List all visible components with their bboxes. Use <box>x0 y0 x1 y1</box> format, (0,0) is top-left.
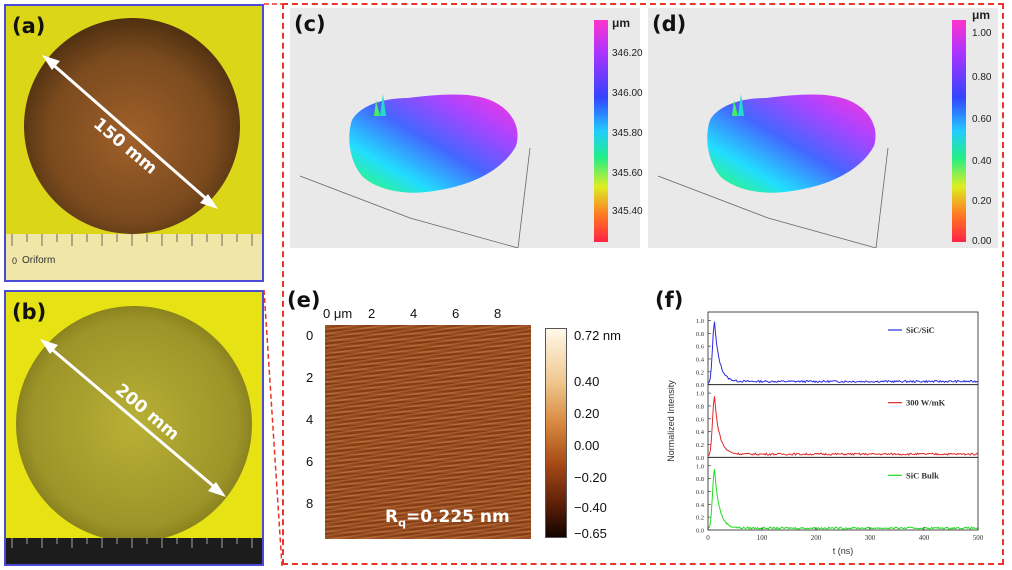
dimension-arrow-200 <box>40 339 226 497</box>
dimension-arrow-150 <box>42 55 218 209</box>
afm-y-tick: 0 <box>306 328 314 343</box>
subplot-frame <box>707 384 979 458</box>
colorbar-e-tick: 0.40 <box>574 374 600 389</box>
colorbar-d-tick: 0.40 <box>972 156 992 167</box>
y-tick-label: 1.0 <box>696 318 704 325</box>
colorbar-d-tick: 1.00 <box>972 28 992 39</box>
series-line <box>707 321 979 384</box>
x-axis-label: t (ns) <box>833 546 854 556</box>
colorbar-e-tick: 0.00 <box>574 438 600 453</box>
y-tick-label: 0.8 <box>696 331 704 338</box>
x-tick-label: 100 <box>757 534 768 542</box>
y-tick-label: 0.6 <box>696 489 705 496</box>
y-tick-label: 0.0 <box>696 455 704 462</box>
y-tick-label: 0.0 <box>696 382 704 389</box>
colorbar-c-tick: 345.80 <box>612 128 643 139</box>
y-axis-label: Normalized Intensity <box>666 380 676 462</box>
series-line <box>707 468 979 530</box>
colorbar-c-unit: μm <box>612 16 631 30</box>
colorbar-d-unit: μm <box>972 8 991 22</box>
surface-3d-plot-c <box>299 94 531 248</box>
colorbar-c <box>594 20 608 242</box>
x-tick-label: 200 <box>811 534 822 542</box>
colorbar-e-tick: −0.65 <box>574 526 607 541</box>
colorbar-c-tick: 346.20 <box>612 48 643 59</box>
afm-x-tick: 2 <box>368 306 376 321</box>
ruler-brand: Oriform <box>22 255 56 266</box>
y-tick-label: 0.8 <box>696 403 704 410</box>
legend-label: 300 W/mK <box>906 398 946 408</box>
y-tick-label: 0.6 <box>696 416 705 423</box>
afm-image: Rq=0.225 nm <box>325 325 531 539</box>
colorbar-d-tick: 0.60 <box>972 114 992 125</box>
x-tick-label: 500 <box>973 534 984 542</box>
panel-label-d: (d) <box>652 12 687 36</box>
colorbar-d <box>952 20 966 242</box>
afm-x-tick: 0 μm <box>323 306 353 321</box>
roughness-symbol: R <box>385 507 399 527</box>
y-tick-label: 0.8 <box>696 476 704 483</box>
colorbar-e-tick: 0.20 <box>574 406 600 421</box>
y-tick-label: 0.0 <box>696 528 704 535</box>
wafer-photo-150mm: (a) 150 mm 0 Oriform <box>4 4 264 282</box>
y-tick-label: 0.2 <box>696 515 704 522</box>
panel-label-b: (b) <box>12 300 47 324</box>
wafer-photo-200mm: (b) 200 mm <box>4 290 264 566</box>
y-tick-label: 0.2 <box>696 442 704 449</box>
colorbar-d-tick: 0.80 <box>972 72 992 83</box>
subplot-frame <box>707 456 979 531</box>
series-line <box>707 396 979 457</box>
roughness-subscript: q <box>398 516 406 530</box>
afm-x-tick: 8 <box>494 306 502 321</box>
y-tick-label: 0.4 <box>696 502 705 509</box>
afm-y-tick: 4 <box>306 412 314 427</box>
y-tick-label: 0.4 <box>696 356 705 363</box>
afm-y-tick: 6 <box>306 454 314 469</box>
colorbar-e-tick: −0.40 <box>574 500 607 515</box>
panel-label-c: (c) <box>294 12 326 36</box>
colorbar-e-tick: 0.72 nm <box>574 328 621 343</box>
panel-label-e: (e) <box>287 288 321 312</box>
y-tick-label: 1.0 <box>696 391 704 398</box>
colorbar-c-tick: 345.40 <box>612 206 643 217</box>
afm-y-tick: 2 <box>306 370 314 385</box>
x-tick-label: 300 <box>865 534 876 542</box>
ruler-zero: 0 <box>12 256 18 266</box>
y-tick-label: 1.0 <box>696 463 704 470</box>
colorbar-d-tick: 0.00 <box>972 236 992 247</box>
decay-chart: 0.0 0.2 0.4 0.6 0.8 1.0 SiC/SiC 0.0 0.2 0.4 0.6 0.8… <box>666 311 984 556</box>
wafer-200mm-drawing <box>6 292 262 564</box>
panel-label-f: (f) <box>655 288 684 312</box>
colorbar-e <box>545 328 567 538</box>
y-tick-label: 0.6 <box>696 344 705 351</box>
connector-lines <box>263 3 283 567</box>
colorbar-d-tick: 0.20 <box>972 196 992 207</box>
x-tick-label: 0 <box>706 534 710 542</box>
roughness-value: =0.225 nm <box>405 507 510 527</box>
colorbar-c-tick: 345.60 <box>612 168 643 179</box>
y-tick-label: 0.4 <box>696 429 705 436</box>
surface-3d-plot-d <box>657 94 889 248</box>
colorbar-c-tick: 346.00 <box>612 88 643 99</box>
legend-label: SiC Bulk <box>906 470 939 480</box>
roughness-label: Rq=0.225 nm <box>385 507 510 529</box>
afm-x-tick: 4 <box>410 306 418 321</box>
colorbar-e-tick: −0.20 <box>574 470 607 485</box>
panel-d-3d-height: (d) <box>648 8 998 248</box>
afm-x-tick: 6 <box>452 306 460 321</box>
subplot-frame <box>707 311 979 386</box>
x-tick-label: 400 <box>919 534 930 542</box>
y-tick-label: 0.2 <box>696 369 704 376</box>
afm-y-tick: 8 <box>306 496 314 511</box>
panel-c-3d-height: (c) <box>290 8 640 248</box>
legend-label: SiC/SiC <box>906 325 935 335</box>
panel-label-a: (a) <box>12 14 46 38</box>
wafer-150mm-drawing <box>6 6 262 280</box>
